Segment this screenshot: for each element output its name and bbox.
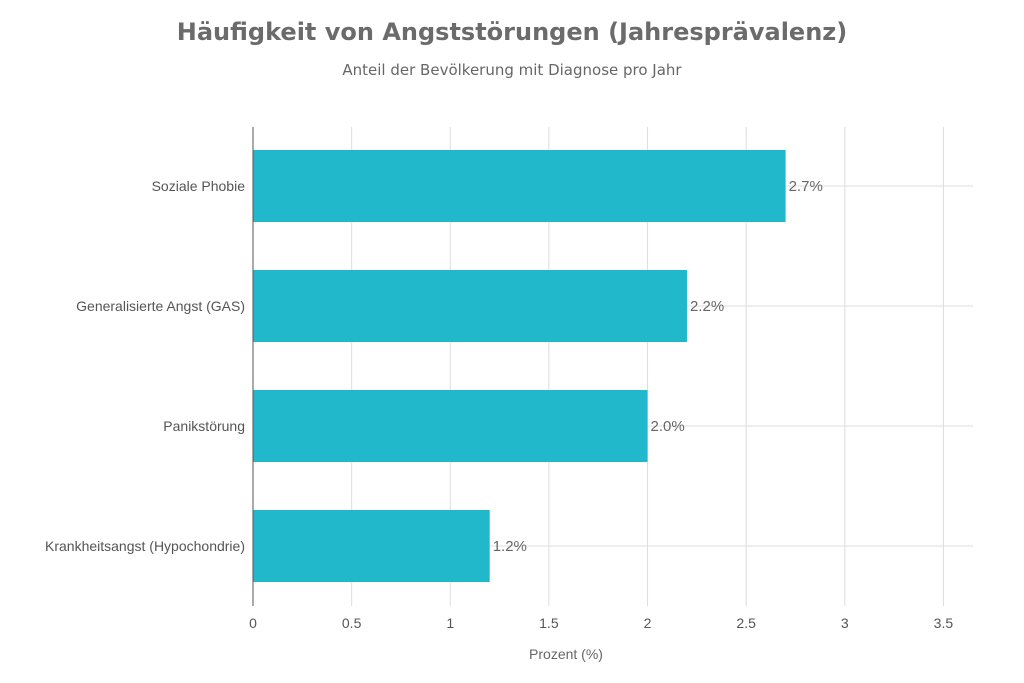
data-label: 2.0% (651, 418, 685, 435)
category-label: Panikstörung (163, 418, 245, 434)
x-tick-label: 2.5 (736, 615, 756, 631)
x-tick-label: 0 (249, 615, 257, 631)
data-label: 2.7% (789, 178, 823, 195)
bar (253, 150, 786, 222)
x-tick-label: 1.5 (539, 615, 559, 631)
chart-subtitle: Anteil der Bevölkerung mit Diagnose pro … (342, 61, 682, 79)
data-label: 1.2% (493, 538, 527, 555)
data-label: 2.2% (690, 298, 724, 315)
x-tick-label: 2 (644, 615, 652, 631)
bar (253, 270, 687, 342)
x-tick-label: 3.5 (934, 615, 954, 631)
bar (253, 390, 648, 462)
x-axis-title: Prozent (%) (529, 646, 603, 662)
chart-title: Häufigkeit von Angststörungen (Jahresprä… (176, 18, 848, 46)
bar (253, 510, 490, 582)
category-label: Soziale Phobie (152, 178, 246, 194)
category-label: Krankheitsangst (Hypochondrie) (45, 538, 245, 554)
x-tick-label: 3 (841, 615, 849, 631)
x-tick-label: 0.5 (342, 615, 362, 631)
x-tick-label: 1 (446, 615, 454, 631)
category-label: Generalisierte Angst (GAS) (76, 298, 245, 314)
